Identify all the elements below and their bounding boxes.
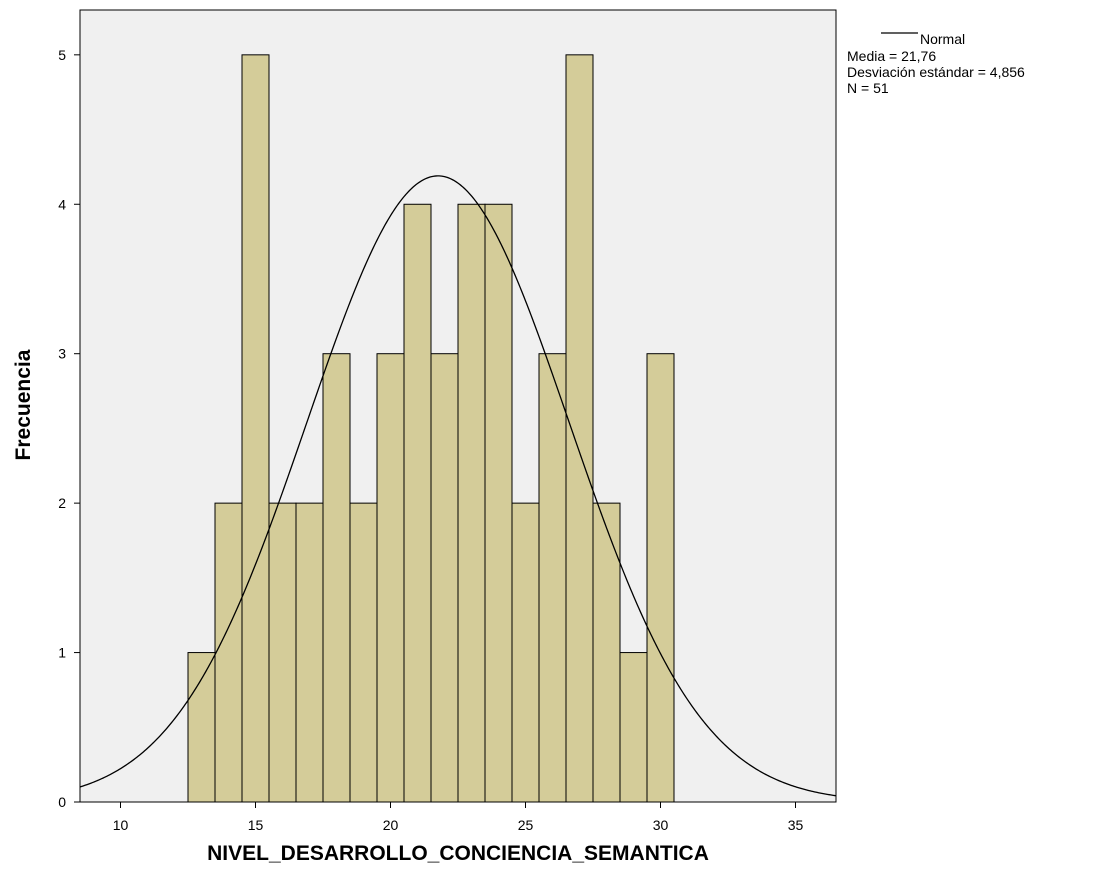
legend-std-dev: Desviación estándar = 4,856 [847, 64, 1025, 80]
x-tick-label-2: 20 [383, 817, 399, 833]
y-axis-title: Frecuencia [12, 349, 35, 460]
y-tick-label-2: 2 [58, 495, 66, 511]
legend-series-label: Normal [920, 31, 965, 47]
histogram-bar-8 [403, 203, 432, 803]
histogram-bar-13 [538, 353, 567, 803]
histogram-bar-5 [322, 353, 351, 803]
x-tick-label-0: 10 [113, 817, 129, 833]
x-tick-label-3: 25 [518, 817, 534, 833]
y-tick-label-5: 5 [58, 47, 66, 63]
x-tick-label-4: 30 [653, 817, 669, 833]
histogram-bar-0 [187, 652, 216, 803]
y-axis: 0 1 2 3 4 5 [58, 47, 80, 810]
histogram-bar-7 [376, 353, 405, 803]
histogram-bar-3 [268, 502, 297, 803]
x-tick-label-1: 15 [248, 817, 264, 833]
histogram-bar-14 [565, 54, 594, 803]
bar-group [187, 54, 675, 803]
histogram-bar-12 [511, 502, 540, 803]
histogram-bar-11 [484, 203, 513, 803]
y-tick-label-0: 0 [58, 794, 66, 810]
histogram-bar-10 [457, 203, 486, 803]
x-tick-label-5: 35 [788, 817, 804, 833]
plot-frame [79, 9, 837, 803]
x-axis: 10 15 20 25 30 35 [113, 802, 804, 833]
histogram-bar-15 [592, 502, 621, 803]
y-tick-label-3: 3 [58, 346, 66, 362]
legend-mean: Media = 21,76 [847, 48, 936, 64]
legend: Normal Media = 21,76 Desviación estándar… [847, 31, 1025, 96]
histogram-bar-17 [646, 353, 675, 803]
histogram-bar-6 [349, 502, 378, 803]
legend-n: N = 51 [847, 80, 889, 96]
histogram-bar-2 [241, 54, 270, 803]
normal-curve-line [79, 175, 837, 797]
histogram-bar-9 [430, 353, 459, 803]
histogram-bar-16 [619, 652, 648, 803]
histogram-bar-1 [214, 502, 243, 803]
x-axis-title: NIVEL_DESARROLLO_CONCIENCIA_SEMANTICA [207, 842, 709, 865]
histogram-bar-4 [295, 502, 324, 803]
y-tick-label-4: 4 [58, 196, 66, 212]
y-tick-label-1: 1 [58, 645, 66, 661]
